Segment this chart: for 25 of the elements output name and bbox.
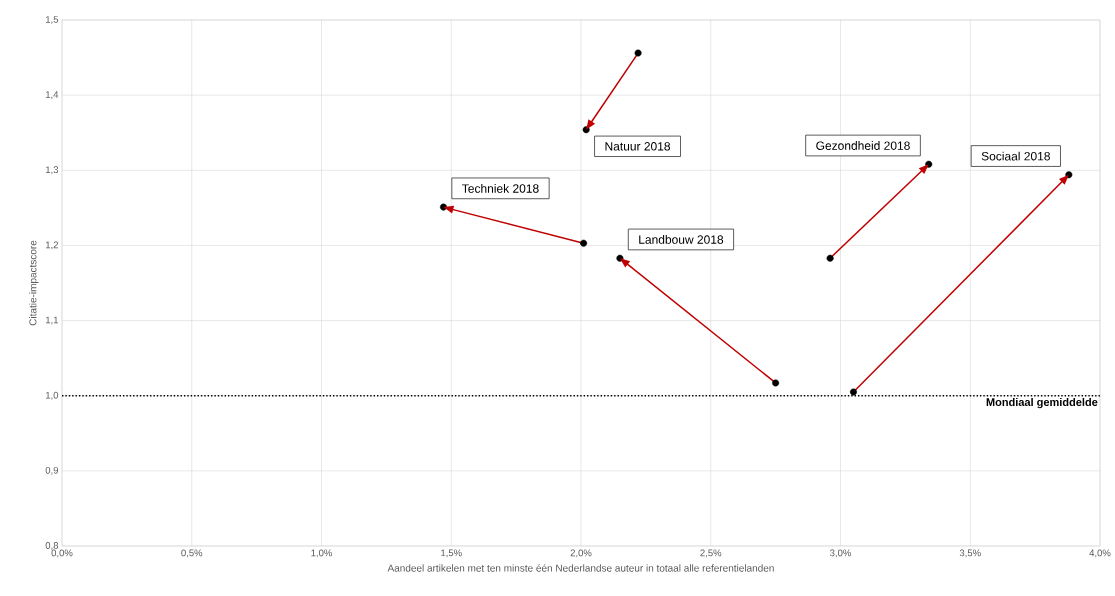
y-tick-label: 1,3	[45, 166, 59, 175]
x-tick-label: 4,0%	[1089, 549, 1111, 558]
y-tick-label: 1,0	[45, 391, 59, 400]
y-tick-label: 0,8	[45, 542, 59, 550]
y-axis-title: Citatie-impactscore	[29, 240, 39, 326]
x-tick-label: 0,0%	[51, 549, 73, 558]
y-tick-label: 1,4	[45, 91, 59, 100]
series-label: Natuur 2018	[605, 142, 671, 151]
series-label: Landbouw 2018	[639, 235, 724, 244]
x-tick-label: 2,5%	[700, 549, 722, 558]
y-tick-label: 0,9	[45, 466, 59, 475]
x-tick-label: 3,0%	[830, 549, 851, 558]
x-tick-label: 1,0%	[311, 549, 332, 558]
x-tick-label: 2,0%	[570, 549, 592, 558]
ref-line-label: Mondiaal gemiddelde	[986, 397, 1098, 409]
x-tick-label: 1,5%	[441, 549, 462, 558]
series-label: Techniek 2018	[462, 183, 539, 193]
y-tick-label: 1,5	[45, 16, 59, 24]
x-tick-label: 3,5%	[959, 549, 981, 558]
x-tick-label: 0,5%	[181, 549, 203, 558]
series-label: Gezondheid 2018	[816, 141, 910, 150]
x-axis-title: Aandeel artikelen met ten minste één Nederlandse auteur in totaal alle referentielanden	[387, 564, 774, 572]
series-label: Sociaal 2018	[981, 151, 1050, 161]
y-tick-label: 1,2	[45, 241, 59, 250]
y-tick-label: 1,1	[45, 316, 59, 325]
